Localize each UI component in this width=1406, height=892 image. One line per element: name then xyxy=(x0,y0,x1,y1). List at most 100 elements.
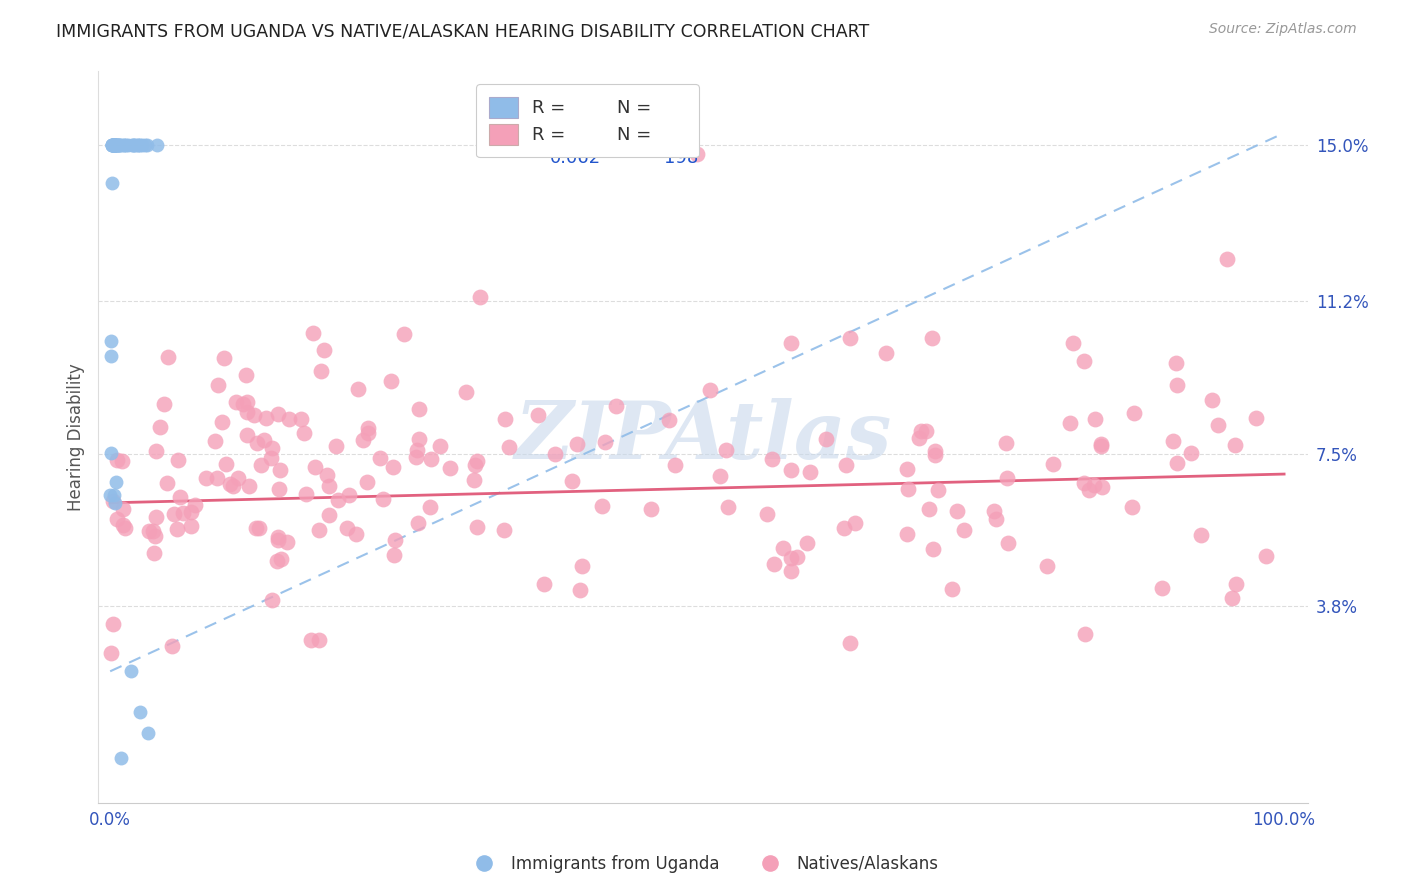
Point xyxy=(108,138,131,153)
Point xyxy=(567,437,589,451)
Point xyxy=(131,138,153,153)
Point xyxy=(260,451,283,466)
Point xyxy=(1073,627,1095,641)
Point xyxy=(593,434,616,449)
Point xyxy=(110,138,132,153)
Point xyxy=(318,508,340,522)
Point xyxy=(1161,434,1184,449)
Point xyxy=(640,501,662,516)
Point xyxy=(420,451,443,466)
Point xyxy=(100,138,122,153)
Point xyxy=(408,402,430,417)
Point xyxy=(796,536,818,550)
Point xyxy=(100,349,122,363)
Point xyxy=(103,138,125,153)
Point xyxy=(915,424,938,438)
Point xyxy=(236,405,259,419)
Point xyxy=(100,646,122,660)
Point xyxy=(112,138,135,153)
Point xyxy=(924,448,946,462)
Point xyxy=(922,541,945,556)
Point xyxy=(896,482,918,496)
Point xyxy=(204,434,226,448)
Point xyxy=(561,474,583,488)
Point xyxy=(107,452,129,467)
Point xyxy=(103,138,125,153)
Point xyxy=(278,412,301,426)
Point xyxy=(107,138,129,153)
Point xyxy=(145,444,167,458)
Point xyxy=(686,146,709,161)
Point xyxy=(166,522,188,536)
Text: ZIPAtlas: ZIPAtlas xyxy=(515,399,891,475)
Point xyxy=(946,504,969,518)
Point xyxy=(762,557,785,571)
Point xyxy=(136,138,159,153)
Point xyxy=(152,397,174,411)
Point xyxy=(844,516,866,530)
Point xyxy=(103,138,125,153)
Point xyxy=(103,138,125,153)
Point xyxy=(103,487,125,501)
Point xyxy=(205,471,228,485)
Point xyxy=(242,408,264,422)
Point xyxy=(101,138,124,153)
Point xyxy=(1206,418,1229,433)
Point xyxy=(195,471,218,485)
Point xyxy=(103,138,125,153)
Point xyxy=(1121,500,1143,515)
Point xyxy=(225,395,247,409)
Point xyxy=(709,469,731,483)
Point xyxy=(143,529,166,543)
Point xyxy=(104,138,127,153)
Point xyxy=(384,533,406,547)
Point xyxy=(276,535,298,549)
Y-axis label: Hearing Disability: Hearing Disability xyxy=(66,363,84,511)
Point xyxy=(302,326,325,341)
Point xyxy=(114,521,136,535)
Point xyxy=(1152,581,1174,595)
Point xyxy=(101,493,124,508)
Point xyxy=(308,523,330,537)
Point xyxy=(571,559,593,574)
Point xyxy=(373,492,395,507)
Point xyxy=(101,138,124,153)
Point xyxy=(799,465,821,479)
Point xyxy=(98,488,121,502)
Point xyxy=(103,138,125,153)
Point xyxy=(755,508,778,522)
Point xyxy=(266,554,288,568)
Point xyxy=(212,351,235,365)
Point xyxy=(924,444,946,458)
Point xyxy=(267,533,290,548)
Point xyxy=(266,530,288,544)
Point xyxy=(128,138,150,153)
Point xyxy=(295,487,318,501)
Point xyxy=(465,454,488,468)
Point xyxy=(120,665,142,679)
Point xyxy=(128,706,150,720)
Point xyxy=(780,335,803,350)
Point xyxy=(111,518,134,533)
Point xyxy=(101,616,124,631)
Point xyxy=(308,632,330,647)
Text: 198: 198 xyxy=(664,149,699,167)
Point xyxy=(814,432,837,446)
Point xyxy=(110,750,132,764)
Point xyxy=(838,635,860,649)
Point xyxy=(136,726,159,740)
Point xyxy=(1220,591,1243,605)
Point xyxy=(222,479,245,493)
Point xyxy=(658,413,681,427)
Point xyxy=(269,463,291,477)
Point xyxy=(254,410,277,425)
Point xyxy=(381,460,404,475)
Point xyxy=(112,138,135,153)
Point xyxy=(163,507,186,521)
Point xyxy=(1062,335,1084,350)
Point xyxy=(699,383,721,397)
Point xyxy=(347,382,370,396)
Point xyxy=(406,516,429,530)
Point xyxy=(1123,406,1146,420)
Point xyxy=(247,521,270,535)
